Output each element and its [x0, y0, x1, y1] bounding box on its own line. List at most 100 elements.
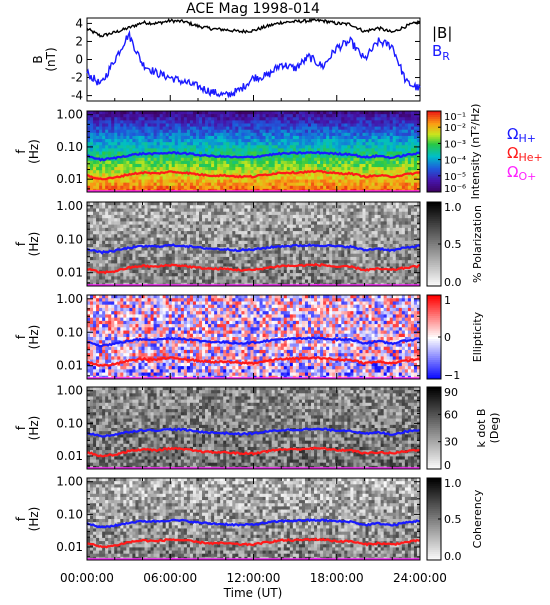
spectrogram-cell	[96, 221, 99, 225]
spectrogram-cell	[305, 130, 308, 134]
spectrogram-cell	[135, 139, 138, 143]
spectrogram-cell	[190, 139, 193, 143]
spectrogram-cell	[254, 228, 257, 232]
spectrogram-cell	[108, 161, 111, 165]
spectrogram-cell	[284, 130, 287, 134]
spectrogram-cell	[175, 123, 178, 127]
spectrogram-cell	[238, 263, 241, 267]
spectrogram-cell	[344, 145, 347, 149]
spectrogram-cell	[311, 280, 314, 284]
spectrogram-cell	[296, 183, 299, 187]
spectrogram-cell	[108, 231, 111, 235]
spectrogram-cell	[184, 273, 187, 277]
spectrogram-cell	[148, 145, 151, 149]
spectrogram-cell	[157, 136, 160, 140]
spectrogram-cell	[257, 158, 260, 162]
spectrogram-cell	[120, 161, 123, 165]
spectrogram-cell	[257, 208, 260, 212]
spectrogram-cell	[169, 276, 172, 280]
spectrogram-cell	[202, 117, 205, 121]
spectrogram-cell	[317, 221, 320, 225]
spectrogram-cell	[148, 158, 151, 162]
spectrogram-cell	[108, 183, 111, 187]
spectrogram-cell	[353, 130, 356, 134]
spectrogram-cell	[257, 186, 260, 190]
spectrogram-cell	[311, 231, 314, 235]
spectrogram-cell	[247, 139, 250, 143]
spectrogram-cell	[111, 208, 114, 212]
spectrogram-cell	[384, 161, 387, 165]
spectrogram-cell	[296, 231, 299, 235]
spectrogram-cell	[157, 270, 160, 274]
spectrogram-cell	[250, 120, 253, 124]
spectrogram-cell	[281, 208, 284, 212]
spectrogram-cell	[126, 123, 129, 127]
spectrogram-cell	[102, 276, 105, 280]
spectrogram-cell	[141, 221, 144, 225]
spectrogram-cell	[369, 117, 372, 121]
spectrogram-cell	[329, 111, 332, 115]
spectrogram-cell	[163, 158, 166, 162]
spectrogram-cell	[278, 257, 281, 261]
spectrogram-cell	[157, 241, 160, 245]
spectrogram-cell	[196, 142, 199, 146]
spectrogram-cell	[108, 142, 111, 146]
spectrogram-cell	[223, 257, 226, 261]
spectrogram-cell	[160, 257, 163, 261]
spectrogram-cell	[272, 130, 275, 134]
spectrogram-cell	[263, 231, 266, 235]
spectrogram-cell	[353, 120, 356, 124]
spectrogram-cell	[148, 133, 151, 137]
spectrogram-cell	[341, 136, 344, 140]
spectrogram-cell	[387, 117, 390, 121]
spectrogram-cell	[217, 142, 220, 146]
spectrogram-cell	[332, 130, 335, 134]
spectrogram-cell	[169, 234, 172, 238]
spectrogram-cell	[299, 280, 302, 284]
spectrogram-cell	[187, 260, 190, 264]
spectrogram-cell	[275, 183, 278, 187]
spectrogram-cell	[105, 202, 108, 206]
spectrogram-cell	[214, 221, 217, 225]
spectrogram-cell	[175, 202, 178, 206]
spectrogram-cell	[187, 136, 190, 140]
spectrogram-cell	[208, 270, 211, 274]
spectrogram-cell	[175, 111, 178, 115]
spectrogram-cell	[332, 123, 335, 127]
spectrogram-cell	[323, 127, 326, 131]
spectrogram-cell	[105, 145, 108, 149]
spectrogram-cell	[266, 136, 269, 140]
spectrogram-cell	[356, 180, 359, 184]
spectrogram-cell	[123, 133, 126, 137]
spectrogram-cell	[405, 180, 408, 184]
spectrogram-cell	[220, 228, 223, 232]
spectrogram-cell	[96, 257, 99, 261]
spectrogram-cell	[114, 234, 117, 238]
spectrogram-cell	[402, 114, 405, 118]
spectrogram-cell	[299, 130, 302, 134]
spectrogram-cell	[145, 218, 148, 222]
spectrogram-cell	[96, 170, 99, 174]
spectrogram-cell	[138, 148, 141, 152]
spectrogram-cell	[93, 152, 96, 156]
spectrogram-cell	[141, 212, 144, 216]
spectrogram-cell	[102, 139, 105, 143]
spectrogram-cell	[396, 152, 399, 156]
spectrogram-cell	[235, 111, 238, 115]
spectrogram-cell	[205, 117, 208, 121]
spectrogram-cell	[238, 273, 241, 277]
spectrogram-cell	[196, 280, 199, 284]
spectrogram-cell	[263, 225, 266, 229]
spectrogram-cell	[302, 183, 305, 187]
spectrogram-cell	[123, 145, 126, 149]
spectrogram-cell	[254, 130, 257, 134]
spectrogram-cell	[220, 263, 223, 267]
spectrogram-cell	[238, 130, 241, 134]
spectrogram-cell	[326, 130, 329, 134]
spectrogram-cell	[135, 221, 138, 225]
spectrogram-cell	[145, 139, 148, 143]
spectrogram-cell	[378, 142, 381, 146]
spectrogram-cell	[254, 225, 257, 229]
spectrogram-cell	[199, 111, 202, 115]
spectrogram-cell	[226, 130, 229, 134]
